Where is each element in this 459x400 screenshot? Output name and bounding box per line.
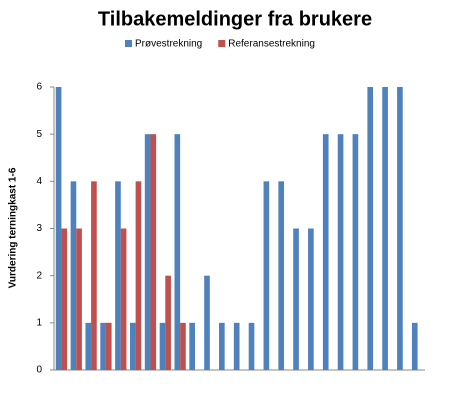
- bar: [322, 134, 329, 370]
- bar: [337, 134, 344, 370]
- bar: [189, 322, 195, 370]
- bar: [165, 275, 171, 370]
- y-tick-label: 3: [36, 223, 42, 234]
- legend-label: Referansestrekning: [228, 39, 315, 50]
- bar: [120, 228, 127, 370]
- bar: [308, 228, 314, 370]
- bar: [129, 322, 136, 370]
- bar: [352, 134, 359, 370]
- bar: [85, 322, 92, 370]
- bar: [248, 322, 255, 370]
- legend-label: Prøvestrekning: [135, 39, 202, 50]
- y-tick-label: 5: [36, 129, 42, 140]
- y-axis-label: Vurdering terningkast 1-6: [8, 167, 19, 288]
- legend-swatch: [125, 40, 132, 47]
- chart-title: Tilbakemeldinger fra brukere: [98, 8, 372, 30]
- bar: [159, 322, 166, 370]
- y-tick-label: 4: [36, 176, 42, 187]
- y-tick-label: 1: [36, 317, 42, 328]
- bar: [411, 322, 418, 370]
- bar: [76, 228, 82, 370]
- bar: [150, 134, 157, 370]
- bar: [382, 87, 388, 370]
- bar: [70, 181, 77, 370]
- bar: [144, 134, 151, 370]
- bar: [135, 181, 142, 370]
- bar: [293, 228, 299, 370]
- y-tick-label: 6: [36, 82, 42, 93]
- bar: [115, 181, 121, 370]
- y-tick-label: 0: [36, 365, 42, 376]
- bar: [233, 322, 240, 370]
- bar: [91, 181, 97, 370]
- bar: [219, 322, 225, 370]
- bar: [55, 87, 62, 370]
- bar: [61, 228, 68, 370]
- bar: [180, 322, 186, 370]
- y-tick-label: 2: [36, 270, 42, 281]
- legend-swatch: [218, 40, 226, 47]
- bar: [100, 322, 106, 370]
- bar: [263, 181, 270, 370]
- bar: [367, 87, 374, 370]
- bar: [278, 181, 285, 370]
- bar: [397, 87, 403, 370]
- bar: [174, 134, 181, 370]
- bar: [204, 275, 210, 370]
- bar: [105, 322, 112, 370]
